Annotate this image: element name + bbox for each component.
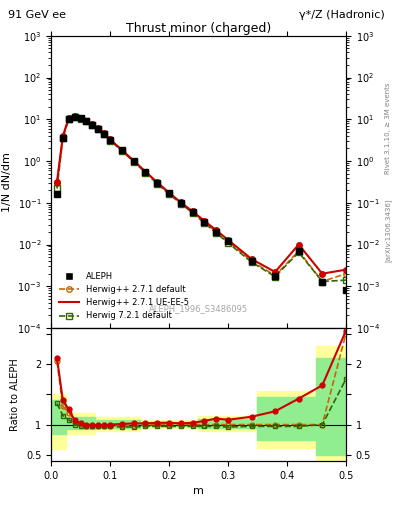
Text: Rivet 3.1.10, ≥ 3M events: Rivet 3.1.10, ≥ 3M events [385, 82, 391, 174]
Title: Thrust minor (charged): Thrust minor (charged) [126, 22, 271, 35]
X-axis label: m: m [193, 486, 204, 496]
Text: 91 GeV ee: 91 GeV ee [8, 10, 66, 20]
Text: γ*/Z (Hadronic): γ*/Z (Hadronic) [299, 10, 385, 20]
Y-axis label: Ratio to ALEPH: Ratio to ALEPH [11, 358, 20, 431]
Text: [arXiv:1306.3436]: [arXiv:1306.3436] [384, 199, 391, 262]
Legend: ALEPH, Herwig++ 2.7.1 default, Herwig++ 2.7.1 UE-EE-5, Herwig 7.2.1 default: ALEPH, Herwig++ 2.7.1 default, Herwig++ … [55, 269, 193, 324]
Y-axis label: 1/N dN/dm: 1/N dN/dm [2, 152, 12, 212]
Text: ALEPH_1996_S3486095: ALEPH_1996_S3486095 [149, 305, 248, 313]
